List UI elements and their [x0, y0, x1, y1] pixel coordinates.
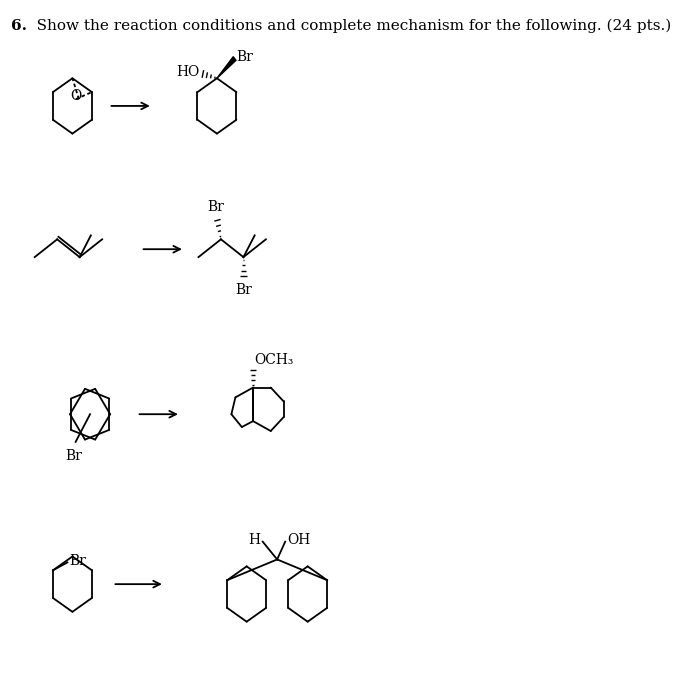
Text: O: O	[70, 89, 81, 103]
Text: 6.: 6.	[10, 19, 26, 33]
Text: OH: OH	[287, 533, 311, 546]
Text: OCH₃: OCH₃	[255, 353, 294, 367]
Polygon shape	[217, 56, 236, 78]
Text: H: H	[248, 533, 260, 546]
Text: HO: HO	[176, 66, 199, 79]
Text: Br: Br	[236, 49, 253, 63]
Text: Br: Br	[207, 199, 223, 214]
Text: Br: Br	[69, 554, 86, 569]
Text: Show the reaction conditions and complete mechanism for the following. (24 pts.): Show the reaction conditions and complet…	[22, 19, 671, 33]
Text: Br: Br	[235, 283, 252, 297]
Text: Br: Br	[65, 449, 83, 463]
